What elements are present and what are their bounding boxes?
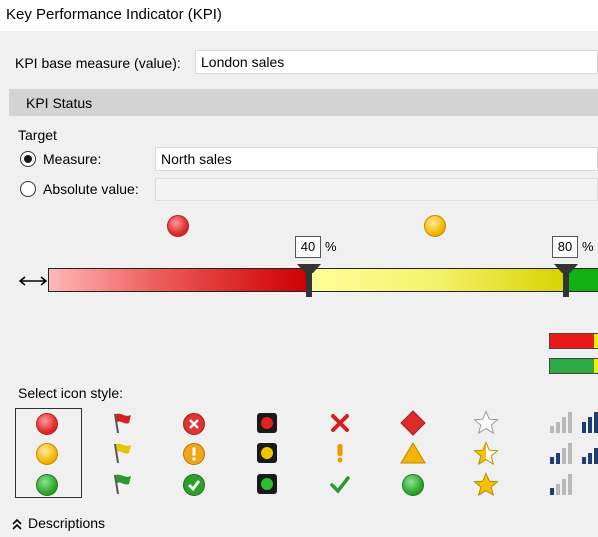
signal-bars-low-icon[interactable] [549, 410, 598, 434]
yellow-exclamation-icon[interactable] [329, 442, 351, 464]
red-yellow-legend-swatch [549, 333, 598, 349]
signal-bars-high-icon[interactable] [549, 472, 579, 496]
yellow-exclamation-circle-icon[interactable] [182, 442, 206, 466]
descriptions-label: Descriptions [28, 515, 106, 531]
signal-bars-mid-icon[interactable] [549, 441, 598, 465]
base-measure-field[interactable]: London sales [195, 50, 598, 74]
green-yellow-legend-swatch [549, 358, 598, 374]
kpi-status-section-header: KPI Status [9, 89, 598, 116]
traffic-light-red-icon[interactable] [256, 412, 278, 434]
red-status-icon [167, 215, 189, 237]
green-ball-icon[interactable] [36, 474, 58, 496]
red-ball-icon[interactable] [36, 413, 58, 435]
base-measure-label: KPI base measure (value): [15, 55, 181, 71]
yellow-triangle-icon[interactable] [400, 441, 426, 465]
low-threshold-unit: % [325, 239, 337, 254]
full-star-icon[interactable] [473, 472, 499, 498]
red-x-circle-icon[interactable] [182, 412, 206, 436]
absolute-value-field [155, 178, 598, 201]
absolute-value-label: Absolute value: [43, 181, 139, 197]
measure-radio[interactable] [20, 151, 36, 167]
half-star-icon[interactable] [473, 441, 499, 467]
yellow-flag-icon[interactable] [110, 441, 134, 465]
section-title: KPI Status [26, 95, 93, 111]
green-check-circle-icon[interactable] [182, 473, 206, 497]
red-flag-icon[interactable] [110, 411, 134, 435]
window-title: Key Performance Indicator (KPI) [6, 6, 222, 23]
high-threshold-unit: % [582, 239, 594, 254]
title-bar: Key Performance Indicator (KPI) [0, 0, 598, 31]
high-threshold-input[interactable]: 80 [552, 236, 578, 258]
traffic-light-yellow-icon[interactable] [256, 442, 278, 464]
yellow-status-icon [424, 215, 446, 237]
green-check-icon[interactable] [329, 473, 351, 495]
red-range-bar [48, 268, 309, 292]
measure-field[interactable]: North sales [155, 147, 598, 171]
red-x-icon[interactable] [329, 412, 351, 434]
icon-style-label: Select icon style: [18, 385, 124, 401]
green-circle-icon[interactable] [402, 474, 424, 496]
selected-icon-style-box[interactable] [15, 408, 82, 498]
double-chevron-up-icon [12, 519, 22, 530]
high-threshold-slider-handle[interactable] [554, 264, 578, 298]
low-threshold-slider-handle[interactable] [297, 264, 321, 298]
yellow-range-bar [308, 268, 567, 292]
green-flag-icon[interactable] [110, 472, 134, 496]
traffic-light-green-icon[interactable] [256, 473, 278, 495]
red-diamond-icon[interactable] [400, 410, 426, 436]
yellow-ball-icon[interactable] [36, 443, 58, 465]
green-range-bar [566, 268, 598, 292]
low-threshold-input[interactable]: 40 [295, 236, 321, 258]
target-label: Target [18, 127, 57, 143]
measure-radio-label: Measure: [43, 151, 102, 167]
absolute-value-radio[interactable] [20, 181, 36, 197]
empty-star-icon[interactable] [473, 410, 499, 436]
descriptions-expander[interactable]: Descriptions [12, 515, 105, 531]
double-arrow-icon[interactable] [18, 274, 48, 288]
